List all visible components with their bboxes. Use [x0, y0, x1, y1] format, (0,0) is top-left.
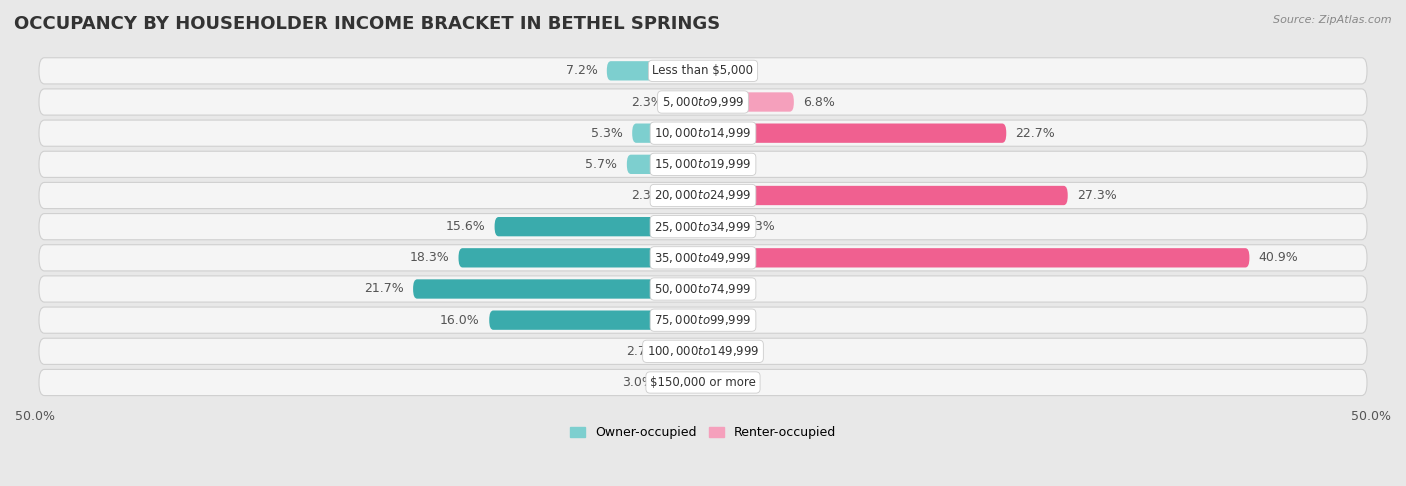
FancyBboxPatch shape — [672, 186, 703, 205]
Text: $35,000 to $49,999: $35,000 to $49,999 — [654, 251, 752, 265]
Text: $10,000 to $14,999: $10,000 to $14,999 — [654, 126, 752, 140]
Text: $50,000 to $74,999: $50,000 to $74,999 — [654, 282, 752, 296]
Text: $150,000 or more: $150,000 or more — [650, 376, 756, 389]
Text: 0.0%: 0.0% — [713, 64, 744, 77]
Text: 7.2%: 7.2% — [565, 64, 598, 77]
FancyBboxPatch shape — [703, 123, 1007, 143]
Text: $5,000 to $9,999: $5,000 to $9,999 — [662, 95, 744, 109]
FancyBboxPatch shape — [458, 248, 703, 267]
Text: 0.0%: 0.0% — [713, 158, 744, 171]
Text: 0.0%: 0.0% — [713, 282, 744, 295]
FancyBboxPatch shape — [39, 307, 1367, 333]
FancyBboxPatch shape — [39, 120, 1367, 146]
Text: 0.0%: 0.0% — [713, 345, 744, 358]
FancyBboxPatch shape — [703, 186, 1067, 205]
FancyBboxPatch shape — [662, 373, 703, 392]
Text: 40.9%: 40.9% — [1258, 251, 1299, 264]
Text: 2.3%: 2.3% — [744, 220, 775, 233]
Text: $25,000 to $34,999: $25,000 to $34,999 — [654, 220, 752, 234]
FancyBboxPatch shape — [607, 61, 703, 81]
Text: 5.7%: 5.7% — [585, 158, 617, 171]
Text: 21.7%: 21.7% — [364, 282, 404, 295]
Text: 3.0%: 3.0% — [621, 376, 654, 389]
FancyBboxPatch shape — [39, 182, 1367, 208]
Text: 15.6%: 15.6% — [446, 220, 485, 233]
FancyBboxPatch shape — [39, 213, 1367, 240]
Text: 0.0%: 0.0% — [713, 313, 744, 327]
Text: $20,000 to $24,999: $20,000 to $24,999 — [654, 189, 752, 203]
FancyBboxPatch shape — [39, 245, 1367, 271]
FancyBboxPatch shape — [39, 58, 1367, 84]
FancyBboxPatch shape — [672, 92, 703, 112]
Text: OCCUPANCY BY HOUSEHOLDER INCOME BRACKET IN BETHEL SPRINGS: OCCUPANCY BY HOUSEHOLDER INCOME BRACKET … — [14, 15, 720, 33]
Text: 2.3%: 2.3% — [631, 96, 662, 108]
Text: 27.3%: 27.3% — [1077, 189, 1116, 202]
FancyBboxPatch shape — [703, 92, 794, 112]
Text: 18.3%: 18.3% — [409, 251, 449, 264]
FancyBboxPatch shape — [666, 342, 703, 361]
Text: Less than $5,000: Less than $5,000 — [652, 64, 754, 77]
FancyBboxPatch shape — [413, 279, 703, 299]
Text: $100,000 to $149,999: $100,000 to $149,999 — [647, 344, 759, 358]
FancyBboxPatch shape — [703, 248, 1250, 267]
FancyBboxPatch shape — [633, 123, 703, 143]
Text: 5.3%: 5.3% — [591, 127, 623, 139]
FancyBboxPatch shape — [627, 155, 703, 174]
Text: Source: ZipAtlas.com: Source: ZipAtlas.com — [1274, 15, 1392, 25]
Text: 22.7%: 22.7% — [1015, 127, 1056, 139]
Text: $75,000 to $99,999: $75,000 to $99,999 — [654, 313, 752, 327]
Text: $15,000 to $19,999: $15,000 to $19,999 — [654, 157, 752, 172]
FancyBboxPatch shape — [495, 217, 703, 236]
Text: 16.0%: 16.0% — [440, 313, 479, 327]
Text: 2.7%: 2.7% — [626, 345, 658, 358]
Text: 2.3%: 2.3% — [631, 189, 662, 202]
FancyBboxPatch shape — [39, 276, 1367, 302]
Text: 6.8%: 6.8% — [803, 96, 835, 108]
Legend: Owner-occupied, Renter-occupied: Owner-occupied, Renter-occupied — [565, 421, 841, 444]
FancyBboxPatch shape — [489, 311, 703, 330]
FancyBboxPatch shape — [39, 89, 1367, 115]
FancyBboxPatch shape — [39, 151, 1367, 177]
FancyBboxPatch shape — [703, 217, 734, 236]
Text: 0.0%: 0.0% — [713, 376, 744, 389]
FancyBboxPatch shape — [39, 338, 1367, 364]
FancyBboxPatch shape — [39, 369, 1367, 396]
